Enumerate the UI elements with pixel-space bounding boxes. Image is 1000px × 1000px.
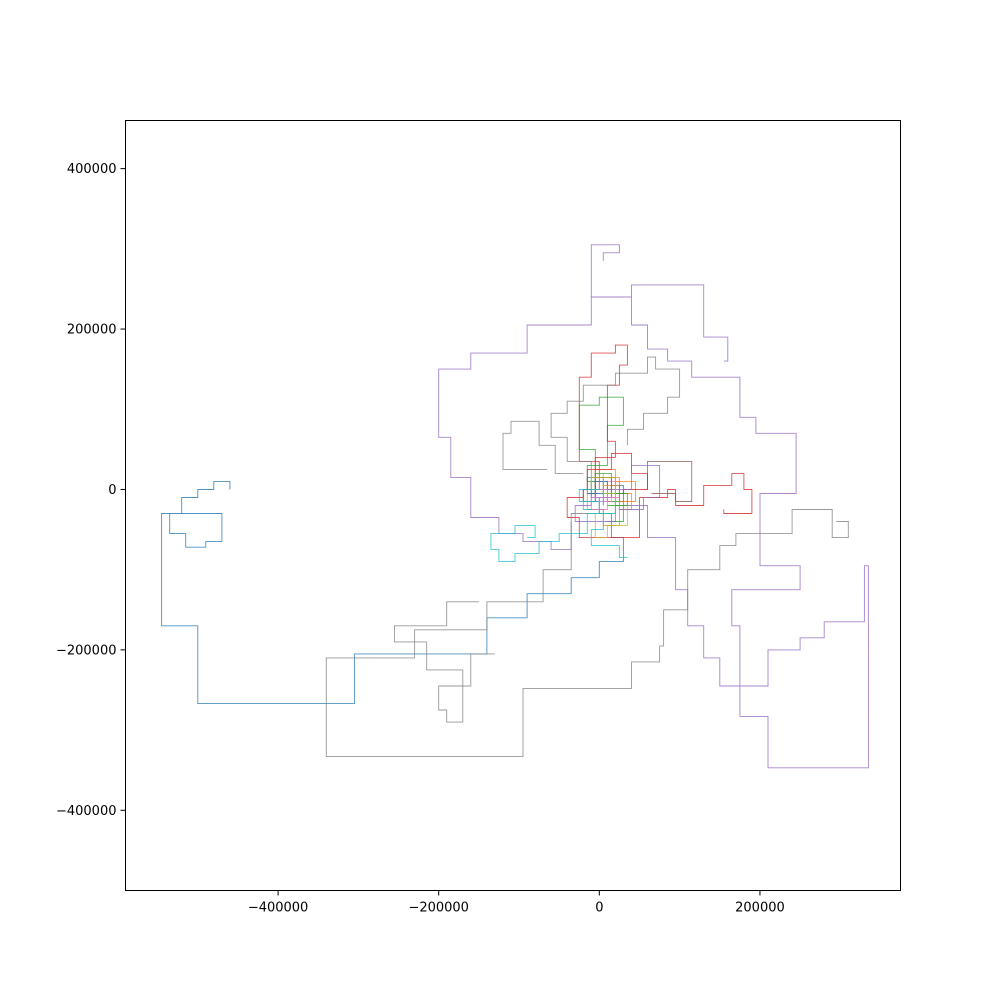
- y-tick-label: 400000: [67, 162, 117, 177]
- series-path-10: [647, 460, 693, 502]
- series-path-23: [599, 464, 661, 510]
- series-path-8: [631, 284, 729, 362]
- y-tick-label: 200000: [67, 323, 117, 338]
- y-axis: 400000 200000 0 −200000 −400000: [56, 162, 126, 819]
- x-axis: −400000 −200000 0 200000: [248, 890, 785, 916]
- plot-area: [161, 244, 869, 769]
- y-tick-label: −400000: [56, 804, 117, 819]
- axes-frame: [125, 120, 901, 891]
- series-path-5: [566, 472, 753, 539]
- series-path-27: [578, 489, 616, 514]
- series-path-14: [550, 356, 681, 490]
- series-path-9: [590, 244, 620, 297]
- series-path-17: [490, 513, 600, 563]
- series-path-2: [169, 513, 223, 548]
- series-path-7: [438, 296, 869, 769]
- series-path-15: [502, 420, 584, 474]
- series-path-12: [325, 509, 849, 758]
- x-tick-label: 0: [595, 901, 603, 916]
- x-tick-label: −400000: [248, 901, 309, 916]
- axes-background: [125, 120, 901, 891]
- series-path-22: [586, 452, 648, 502]
- x-tick-label: 200000: [735, 901, 785, 916]
- x-tick-label: −200000: [408, 901, 469, 916]
- series-path-6: [578, 344, 628, 490]
- y-tick-label: 0: [108, 483, 116, 498]
- y-tick-label: −200000: [56, 643, 117, 658]
- series-path-18: [582, 493, 628, 559]
- series-path-13: [394, 601, 495, 723]
